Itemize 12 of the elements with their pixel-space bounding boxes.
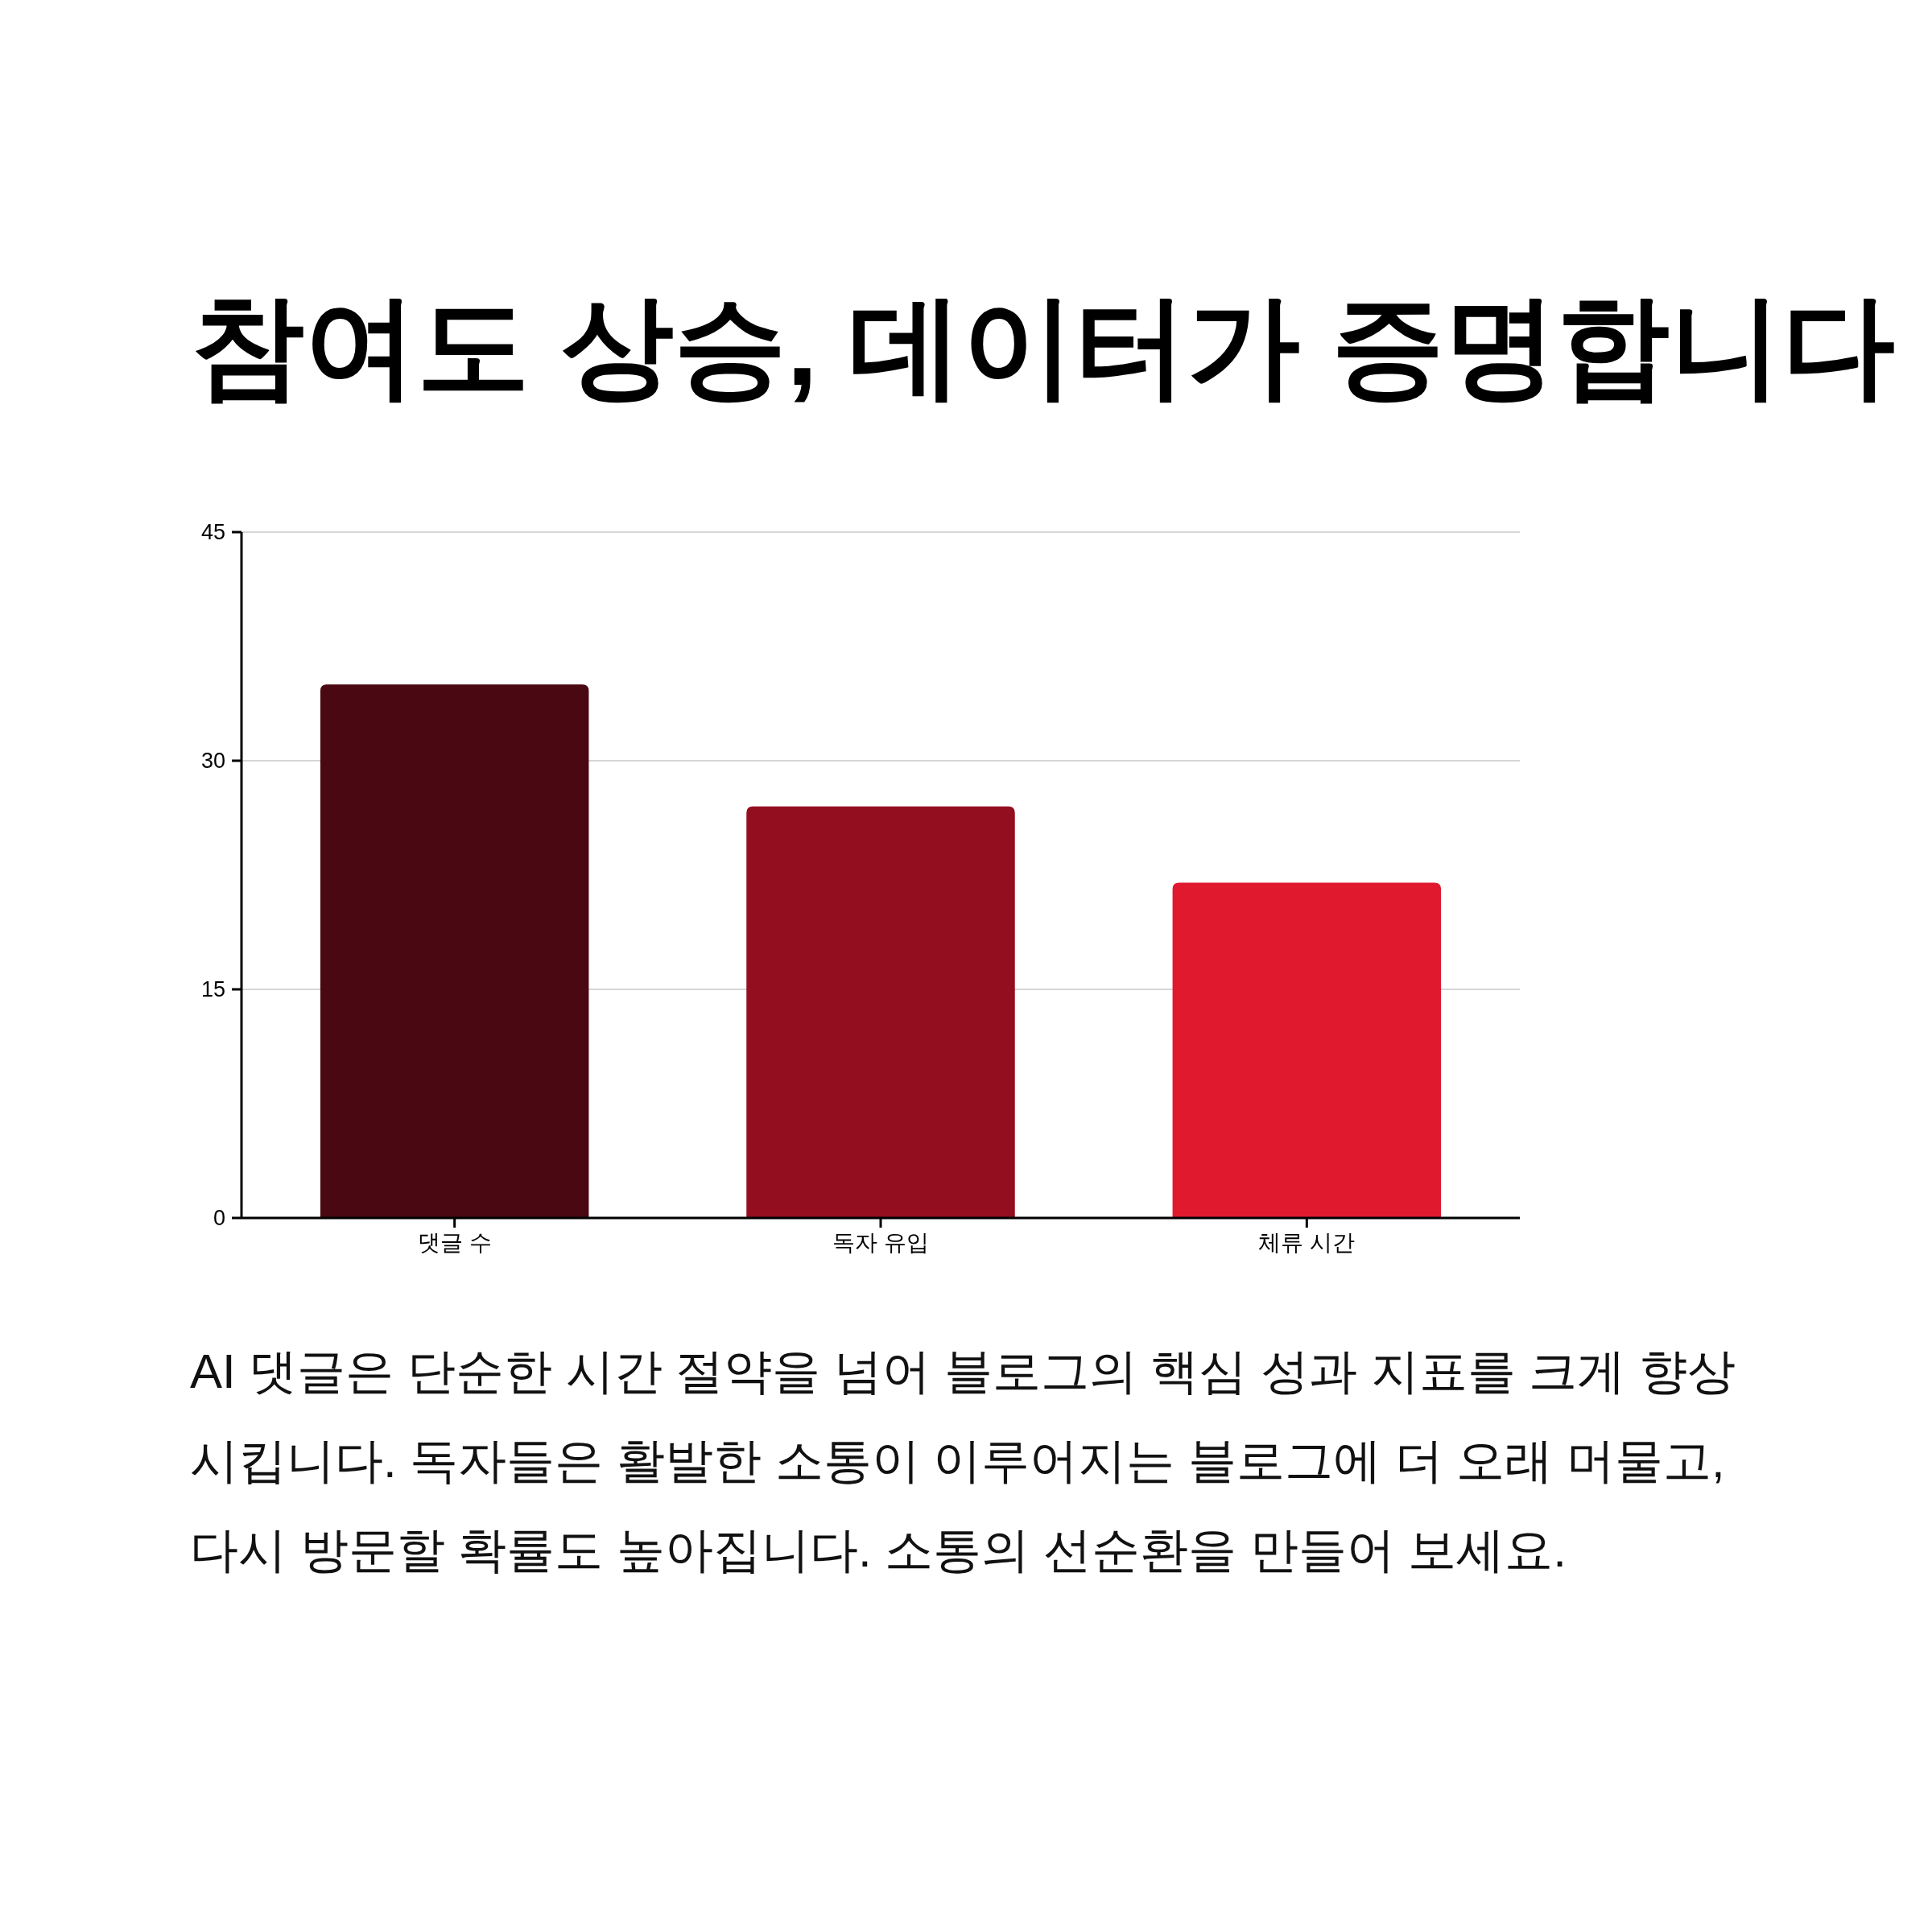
x-tick-label: 댓글 수: [417, 1230, 492, 1255]
bar: [1172, 882, 1442, 1218]
x-tick-label: 체류 시간: [1258, 1230, 1356, 1255]
y-tick-label: 45: [200, 520, 225, 545]
y-tick-label: 0: [213, 1206, 225, 1231]
text: AI 댓글은 단순한 시간 절약을 넘어 블로그의 핵심 성과 지표를 크게 향상시킵니다. 독자들은 활발한 소통이 이루어지는 블로그에 더 오래 머물고, 다시 방문할 확률도 높아집니다. 소통의 선순환을 만들어 보세요.: [190, 1344, 1737, 1579]
chart-title: 참여도 상승, 데이터가 증명합니다: [192, 283, 1895, 409]
bar: [320, 684, 589, 1218]
y-tick-label: 30: [200, 749, 225, 774]
bar: [746, 806, 1015, 1218]
x-tick-label: 독자 유입: [832, 1230, 929, 1255]
y-tick-label: 15: [200, 977, 225, 1002]
